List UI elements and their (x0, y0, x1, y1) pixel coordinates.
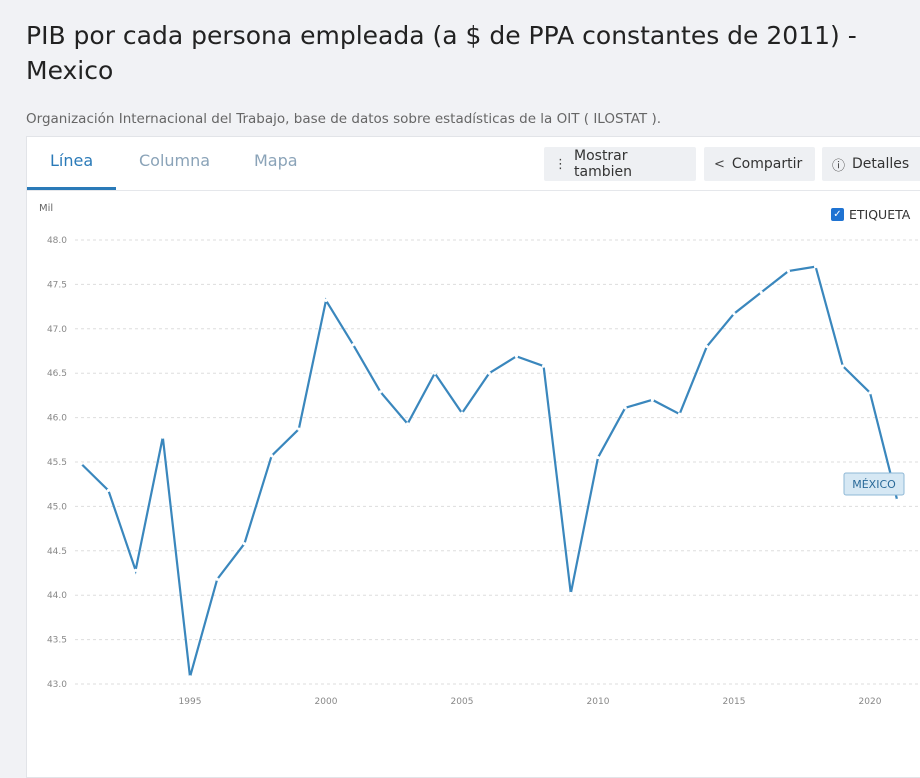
data-point (841, 364, 845, 368)
y-tick-label: 46.0 (47, 414, 67, 424)
data-point (786, 269, 791, 273)
data-point (270, 454, 274, 458)
data-point (814, 265, 818, 269)
data-point (868, 391, 872, 395)
x-tick-label: 2010 (587, 697, 610, 707)
y-tick-label: 48.0 (47, 236, 67, 246)
data-point (79, 462, 83, 466)
data-point (324, 298, 328, 302)
x-tick-label: 2005 (451, 697, 474, 707)
series-label: MÉXICO (852, 478, 896, 491)
x-tick-label: 2015 (723, 697, 746, 707)
data-point (242, 542, 246, 546)
x-tick-label: 1995 (179, 697, 202, 707)
x-tick-label: 2020 (859, 697, 882, 707)
show-also-label: Mostrar tambien (574, 148, 632, 180)
y-tick-label: 45.0 (47, 502, 67, 512)
data-point (106, 488, 110, 493)
y-tick-label: 45.5 (47, 458, 67, 468)
y-tick-label: 47.0 (47, 325, 67, 335)
tab-linea[interactable]: Línea (50, 151, 94, 170)
vertical-dots-icon: ⋮ (554, 156, 567, 172)
data-point (732, 312, 736, 316)
series-label-box (843, 472, 905, 496)
page-title: PIB por cada persona empleada (a $ de PP… (26, 21, 857, 85)
data-point (596, 455, 600, 460)
details-label: Detalles (852, 156, 910, 172)
x-tick-label: 2000 (315, 697, 338, 707)
label-toggle[interactable]: ✓ ETIQUETA (831, 207, 910, 222)
y-tick-label: 46.5 (47, 369, 67, 379)
data-point (759, 290, 763, 294)
data-point (460, 411, 464, 415)
y-tick-label: 47.5 (47, 280, 67, 290)
data-point (623, 406, 627, 410)
data-point (569, 591, 573, 596)
share-label: Compartir (731, 156, 803, 172)
data-point (514, 354, 519, 358)
data-point (487, 371, 491, 375)
data-point (650, 398, 655, 402)
y-tick-label: 43.0 (47, 680, 67, 690)
y-axis-unit: Mil (39, 203, 53, 214)
y-tick-label: 44.0 (47, 591, 67, 601)
active-tab-indicator (27, 187, 116, 190)
data-point (297, 427, 301, 431)
tab-columna[interactable]: Columna (139, 151, 211, 170)
source-link[interactable]: Organización Internacional del Trabajo, … (26, 111, 662, 127)
label-toggle-text: ETIQUETA (849, 207, 911, 222)
data-point (351, 343, 355, 347)
data-point (542, 364, 546, 368)
y-tick-label: 43.5 (47, 636, 67, 646)
details-button[interactable]: ⓘ Detalles (822, 147, 920, 181)
checkbox-checked-icon[interactable]: ✓ (831, 208, 844, 221)
series-line (80, 265, 899, 678)
data-point (895, 498, 899, 502)
data-point (406, 422, 410, 426)
info-icon: ⓘ (832, 158, 846, 174)
data-point (378, 390, 382, 394)
chart-tabs: Línea Columna Mapa ⋮ Mostrar tambien < C… (27, 137, 920, 191)
data-point (433, 371, 437, 375)
data-point (161, 435, 165, 439)
share-icon: < (714, 156, 725, 172)
data-point (705, 344, 709, 349)
data-point (678, 412, 682, 416)
data-point (215, 577, 219, 581)
share-button[interactable]: < Compartir (704, 147, 815, 181)
data-point (134, 568, 138, 572)
show-also-button[interactable]: ⋮ Mostrar tambien (544, 147, 696, 181)
data-point (188, 675, 192, 679)
y-tick-label: 44.5 (47, 547, 67, 557)
tab-mapa[interactable]: Mapa (254, 151, 298, 170)
